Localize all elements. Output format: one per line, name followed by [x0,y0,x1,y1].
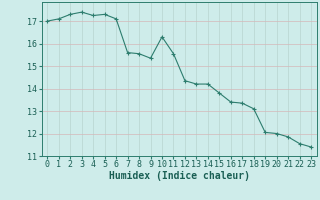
X-axis label: Humidex (Indice chaleur): Humidex (Indice chaleur) [109,171,250,181]
